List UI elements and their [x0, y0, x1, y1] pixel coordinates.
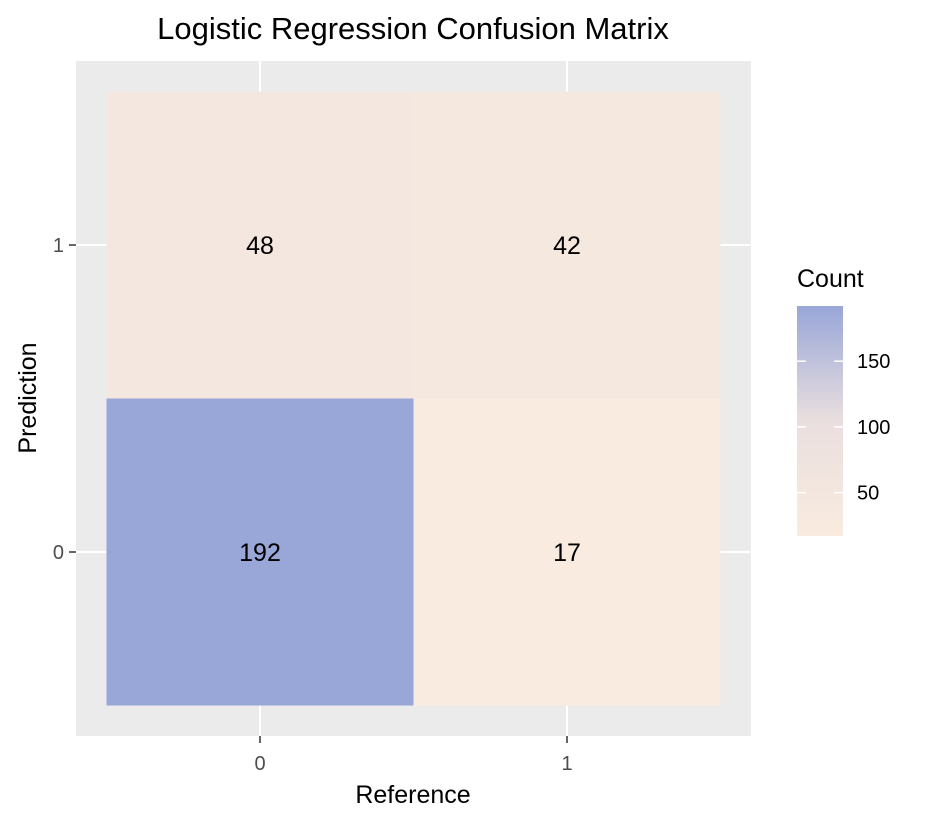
cell-label-ref0-pred0: 192	[239, 539, 281, 567]
legend-label-150: 150	[857, 351, 890, 373]
x-axis-title: Reference	[355, 781, 470, 809]
chart-title: Logistic Regression Confusion Matrix	[157, 11, 669, 46]
heatmap-cells	[106, 91, 721, 706]
cell-label-ref1-pred1: 42	[553, 232, 581, 260]
heatmap-cell-ref0-pred0	[106, 398, 414, 706]
cell-label-ref0-pred1: 48	[246, 232, 274, 260]
legend-label-100: 100	[857, 417, 890, 439]
heatmap-cell-ref1-pred1	[413, 91, 721, 399]
heatmap-cell-ref0-pred1	[106, 91, 414, 399]
y-axis: 01	[53, 235, 76, 564]
cell-labels: 48 42 192 17	[239, 232, 581, 567]
heatmap-cell-ref1-pred0	[413, 398, 721, 706]
cell-label-ref1-pred0: 17	[553, 539, 581, 567]
legend-label-50: 50	[857, 483, 879, 505]
y-axis-title: Prediction	[14, 342, 42, 453]
legend-ticks: 50 100 150	[797, 351, 890, 505]
x-tick-label-1: 1	[561, 753, 572, 775]
x-tick-label-0: 0	[254, 753, 265, 775]
legend: Count 50 100 150	[797, 265, 890, 536]
legend-colorbar	[797, 306, 843, 536]
y-tick-label-0: 0	[53, 542, 64, 564]
legend-title: Count	[797, 265, 864, 293]
y-tick-label-1: 1	[53, 235, 64, 257]
